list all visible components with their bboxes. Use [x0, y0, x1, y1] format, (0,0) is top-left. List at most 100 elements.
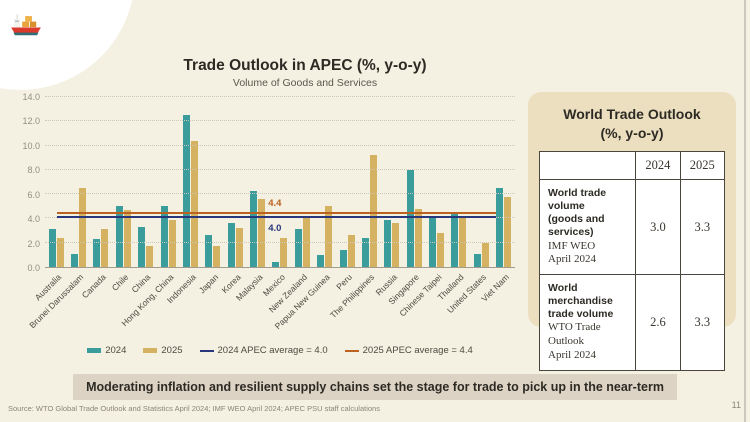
average-line-label-4.0: 4.0 — [268, 223, 282, 235]
gridline — [45, 120, 515, 122]
legend-swatch — [199, 349, 214, 352]
bar-group-brunei-darussalam: Brunei Darussalam — [27, 97, 89, 330]
bar-2025 — [280, 237, 288, 267]
y-tick-label: 4.0 — [27, 214, 40, 225]
bar-2024 — [48, 229, 56, 267]
table-row: World trade volume (goods and services) … — [538, 179, 726, 275]
y-tick-label: 14.0 — [22, 92, 40, 102]
bar-2024 — [93, 239, 101, 267]
bar-2024 — [250, 190, 258, 267]
bar-2025 — [190, 140, 198, 267]
value-wto-2024: 2.6 — [635, 274, 681, 371]
bar-2024 — [473, 253, 481, 267]
legend-label: 2025 — [161, 345, 183, 356]
chart-legend: 2024 2025 2024 APEC average = 4.0 2025 APEC… — [45, 345, 515, 356]
bar-2025 — [101, 229, 109, 267]
average-line-4.0 — [56, 216, 497, 219]
bar-2024 — [496, 188, 504, 267]
bar-group-indonesia: Indonesia — [164, 97, 201, 305]
world-trade-table: 2024 2025 World trade volume (goods and … — [538, 151, 726, 371]
legend-item-2024: 2024 — [87, 345, 126, 356]
bar-2024 — [138, 226, 146, 267]
legend-swatch — [344, 349, 359, 352]
bar-group-mexico: Mexico — [261, 97, 291, 298]
table-header-empty — [538, 151, 637, 180]
x-tick-label: Japan — [196, 272, 220, 296]
gridline — [45, 96, 515, 97]
bar-2024 — [361, 237, 369, 267]
plot-area: Australia Brunei Darussalam Canada Chile Chi… — [27, 96, 515, 331]
x-tick-label: Chile — [109, 272, 131, 293]
key-message-banner: Moderating inflation and resilient suppl… — [73, 374, 677, 400]
bar-2024 — [429, 216, 437, 267]
bar-group-united-states: United States — [445, 97, 492, 315]
card-title: World Trade Outlook (%, y-o-y) — [563, 106, 701, 141]
bar-2024 — [272, 262, 280, 267]
bar-2024 — [227, 223, 235, 267]
bar-2025 — [235, 228, 243, 267]
bar-2024 — [71, 253, 79, 267]
slide-right-edge — [744, 0, 746, 422]
legend-label: 2024 — [105, 345, 127, 356]
gridline — [45, 193, 515, 195]
bar-2025 — [459, 216, 467, 267]
bar-group-new-zealand: New Zealand — [267, 97, 313, 314]
bar-2024 — [294, 229, 302, 267]
bar-2025 — [414, 208, 422, 267]
y-tick-label: 8.0 — [27, 165, 40, 176]
value-imf-2024: 3.0 — [635, 179, 681, 275]
bar-group-korea: Korea — [219, 97, 246, 295]
bar-2024 — [160, 206, 168, 267]
bar-2025 — [123, 209, 131, 267]
value-imf-2025: 3.3 — [679, 179, 726, 275]
gridline — [45, 168, 515, 170]
x-tick-label: Canada — [79, 272, 109, 301]
bar-2025 — [213, 246, 221, 267]
table-header-2024: 2024 — [635, 151, 681, 180]
row-label-world-merchandise: World merchandise trade volume WTO Trade… — [538, 274, 637, 371]
bar-2024 — [317, 254, 325, 267]
y-tick-label: 12.0 — [22, 116, 40, 127]
bar-group-hong-kong-china: Hong Kong, China — [119, 97, 179, 328]
bar-2025 — [56, 237, 64, 267]
world-trade-outlook-card: World Trade Outlook (%, y-o-y) 2024 2025… — [528, 92, 736, 371]
bar-2025 — [302, 218, 310, 267]
bar-2025 — [168, 219, 176, 267]
bar-2024 — [182, 115, 190, 267]
average-line-4.4 — [56, 211, 497, 214]
bar-2025 — [347, 235, 355, 267]
legend-label: 2025 APEC average = 4.4 — [362, 345, 473, 356]
key-message-text: Moderating inflation and resilient suppl… — [86, 380, 664, 394]
y-tick-label: 2.0 — [27, 238, 40, 249]
bar-2024 — [339, 250, 347, 267]
average-line-label-4.4: 4.4 — [268, 197, 282, 209]
bars-row: Australia Brunei Darussalam Canada Chile Chi… — [27, 97, 515, 331]
gridline — [45, 144, 515, 146]
chart-subtitle: Volume of Goods and Services — [232, 77, 378, 89]
bar-group-thailand: Thailand — [436, 97, 470, 302]
bar-2025 — [481, 242, 489, 267]
bar-group-japan: Japan — [196, 97, 224, 295]
legend-item-average-4.4: 2025 APEC average = 4.4 — [344, 345, 473, 356]
bar-group-canada: Canada — [80, 97, 112, 300]
bar-2025 — [504, 196, 512, 267]
bar-2025 — [325, 206, 333, 267]
bar-group-the-philippines: The Philippines — [328, 97, 380, 320]
legend-label: 2024 APEC average = 4.0 — [217, 345, 328, 356]
legend-swatch — [143, 348, 158, 353]
bar-2024 — [205, 235, 213, 267]
bar-group-china: China — [130, 97, 157, 295]
bar-group-chinese-taipei: Chinese Taipei — [397, 97, 447, 318]
value-wto-2025: 3.3 — [679, 274, 726, 371]
y-tick-label: 6.0 — [27, 189, 40, 200]
bar-group-malaysia: Malaysia — [234, 97, 268, 303]
table-header-row: 2024 2025 — [538, 151, 726, 180]
y-tick-label: 0.0 — [27, 263, 40, 273]
legend-swatch — [87, 348, 102, 353]
chart-title: Trade Outlook in APEC (%, y-o-y) — [183, 57, 427, 74]
bar-group-australia: Australia — [33, 97, 67, 302]
bar-2024 — [115, 206, 123, 267]
page-number: 11 — [731, 400, 741, 410]
cargo-ship-icon — [11, 14, 41, 36]
